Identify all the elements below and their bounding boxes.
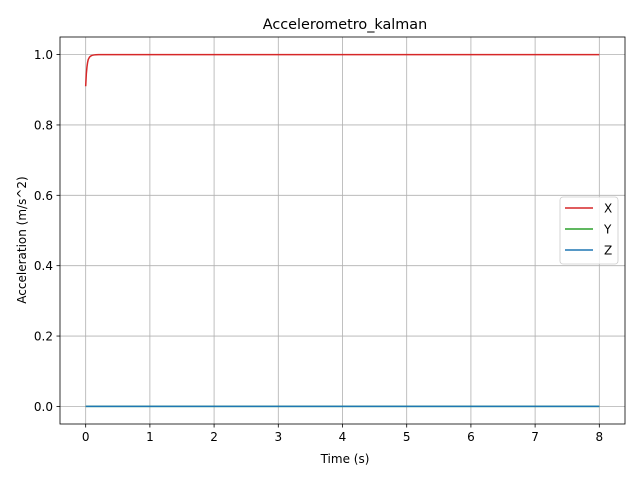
y-tick-label: 0.8 <box>34 118 53 132</box>
series-line-x <box>84 53 600 87</box>
x-tick-label: 2 <box>210 430 218 444</box>
series-layer <box>84 53 600 408</box>
y-tick-label: 0.6 <box>34 189 53 203</box>
y-tick-label: 0.4 <box>34 259 53 273</box>
chart-title: Accelerometro_kalman <box>263 17 428 33</box>
y-tick-label: 0.2 <box>34 330 53 344</box>
legend: XYZ <box>559 196 619 265</box>
y-axis: 0.0 0.2 0.4 0.6 0.8 1.0 <box>34 48 60 414</box>
y-tick-label: 0.0 <box>34 400 53 414</box>
x-tick-label: 6 <box>467 430 475 444</box>
legend-label-y: Y <box>603 223 612 237</box>
x-axis: 0 1 2 3 4 5 6 7 8 <box>82 424 603 444</box>
x-tick-label: 4 <box>339 430 347 444</box>
x-tick-label: 8 <box>595 430 603 444</box>
x-tick-label: 0 <box>82 430 90 444</box>
x-tick-label: 1 <box>146 430 154 444</box>
x-tick-label: 5 <box>403 430 411 444</box>
x-tick-label: 3 <box>274 430 282 444</box>
y-axis-label: Acceleration (m/s^2) <box>15 176 29 303</box>
grid <box>60 37 625 424</box>
x-axis-label: Time (s) <box>320 452 370 466</box>
x-tick-label: 7 <box>531 430 539 444</box>
legend-label-x: X <box>604 202 612 216</box>
y-tick-label: 1.0 <box>34 48 53 62</box>
legend-box <box>559 196 619 265</box>
legend-label-z: Z <box>604 244 612 258</box>
